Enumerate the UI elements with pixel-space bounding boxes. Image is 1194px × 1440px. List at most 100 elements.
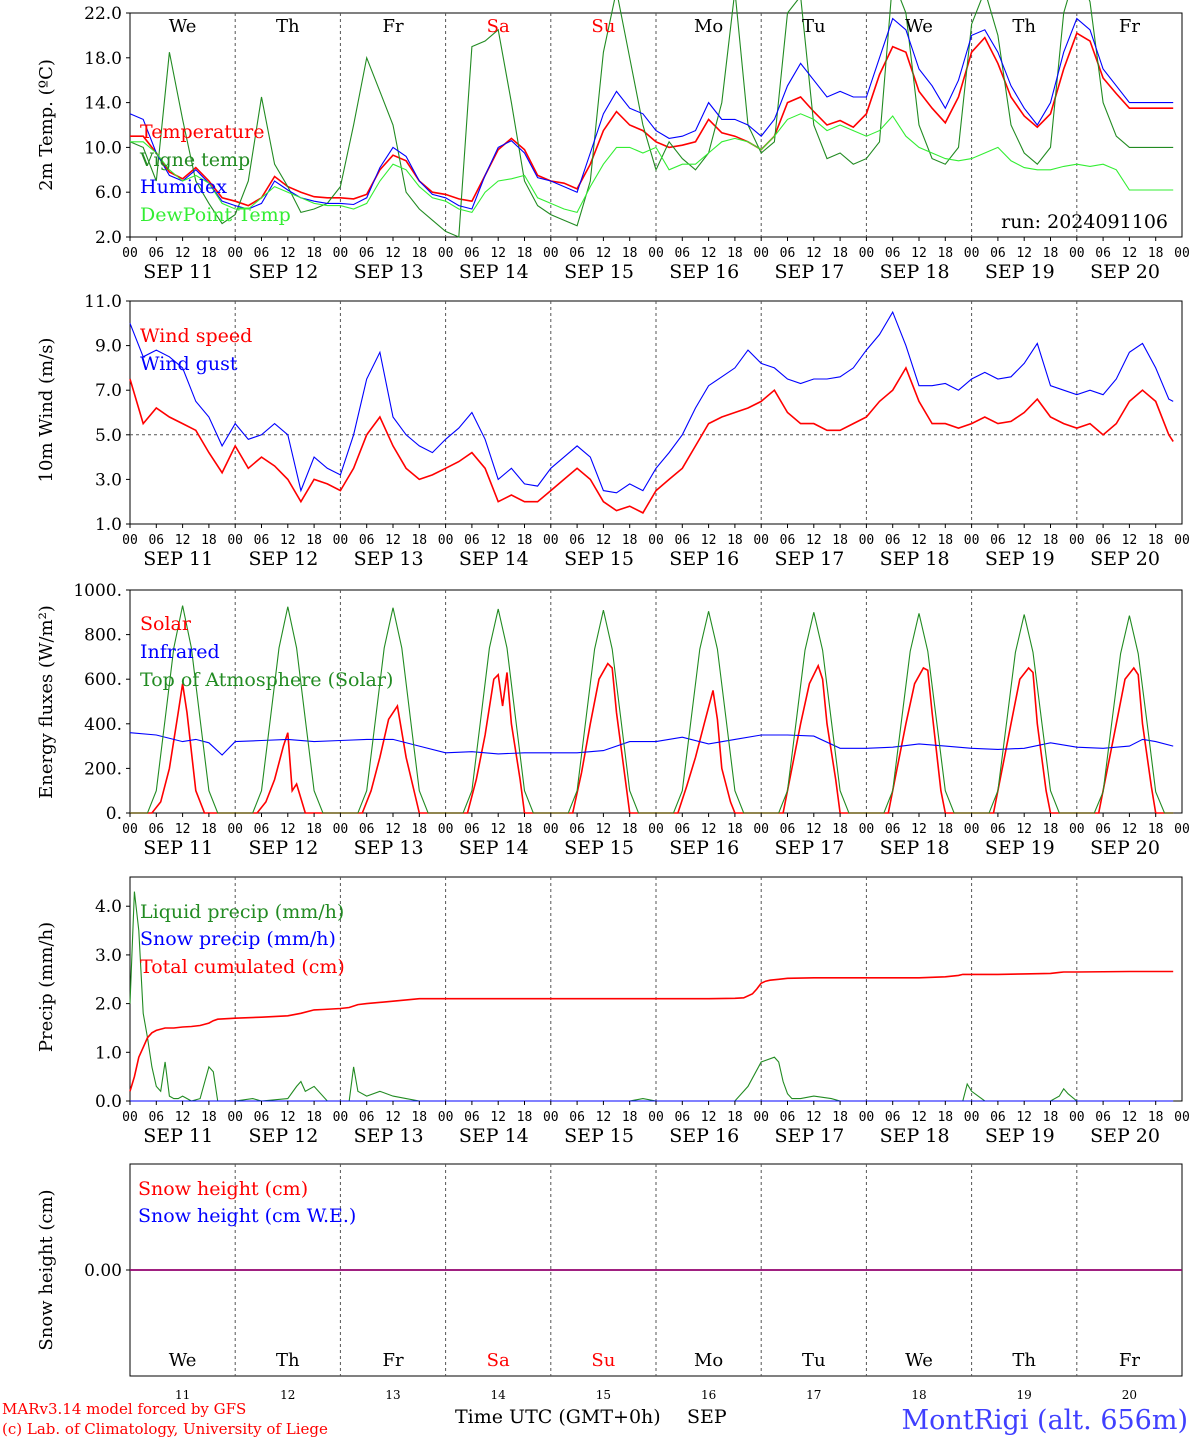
hour-tick-label: 00 [333, 822, 349, 837]
hour-tick-label: 12 [385, 533, 401, 548]
hour-tick-label: 00 [438, 533, 454, 548]
y-tick-label: 800. [84, 626, 122, 646]
y-tick-label: 7.0 [95, 381, 122, 401]
hour-tick-label: 12 [911, 822, 927, 837]
hour-tick-label: 06 [254, 1110, 270, 1125]
hour-tick-label: 00 [1174, 246, 1190, 261]
y-axis-label: Snow height (cm) [36, 1189, 57, 1350]
legend-entry: Total cumulated (cm) [140, 956, 345, 978]
date-label: SEP 14 [459, 548, 529, 570]
hour-tick-label: 06 [148, 533, 164, 548]
hour-tick-label: 06 [464, 533, 480, 548]
hour-tick-label: 18 [622, 533, 638, 548]
hour-tick-label: 06 [885, 822, 901, 837]
date-label: SEP 15 [564, 1125, 634, 1147]
hour-tick-label: 18 [727, 246, 743, 261]
hour-tick-label: 18 [411, 533, 427, 548]
legend-entry: Snow precip (mm/h) [140, 928, 336, 950]
date-label: SEP 18 [880, 261, 950, 283]
y-axis-label: 10m Wind (m/s) [36, 338, 57, 483]
hour-tick-label: 12 [1016, 246, 1032, 261]
credit-line-2: (c) Lab. of Climatology, University of L… [2, 1420, 328, 1438]
legend-entry: Wind gust [140, 353, 238, 375]
hour-tick-label: 18 [727, 822, 743, 837]
date-label: SEP 15 [564, 261, 634, 283]
weekday-label: Sa [487, 16, 510, 37]
date-label: SEP 12 [248, 837, 318, 859]
date-label: SEP 14 [459, 837, 529, 859]
date-label: SEP 19 [985, 837, 1055, 859]
day-number-label: 17 [806, 1388, 821, 1402]
y-tick-label: 1.0 [95, 515, 122, 535]
hour-tick-label: 18 [201, 822, 217, 837]
hour-tick-label: 12 [596, 822, 612, 837]
series-line [129, 0, 1174, 238]
weekday-label: Fr [382, 16, 403, 37]
hour-tick-label: 12 [385, 246, 401, 261]
hour-tick-label: 12 [175, 822, 191, 837]
date-label: SEP 17 [774, 261, 844, 283]
date-label: SEP 18 [880, 1125, 950, 1147]
hour-tick-label: 06 [148, 822, 164, 837]
date-label: SEP 20 [1090, 548, 1160, 570]
y-tick-label: 9.0 [95, 337, 122, 357]
hour-tick-label: 06 [780, 246, 796, 261]
hour-tick-label: 00 [648, 533, 664, 548]
y-tick-label: 10.0 [84, 138, 122, 158]
series-line [130, 113, 1174, 214]
hour-tick-label: 12 [490, 533, 506, 548]
hour-tick-label: 12 [280, 1110, 296, 1125]
y-tick-label: 400. [84, 715, 122, 735]
y-tick-label: 1000. [73, 581, 122, 601]
hour-tick-label: 06 [885, 533, 901, 548]
hour-tick-label: 12 [1122, 822, 1138, 837]
hour-tick-label: 18 [1148, 533, 1164, 548]
hour-tick-label: 06 [1095, 246, 1111, 261]
hour-tick-label: 12 [701, 246, 717, 261]
hour-tick-label: 18 [937, 822, 953, 837]
hour-tick-label: 12 [1122, 246, 1138, 261]
hour-tick-label: 06 [885, 246, 901, 261]
y-tick-label: 0. [106, 804, 122, 824]
hour-tick-label: 18 [517, 1110, 533, 1125]
weekday-label: Su [591, 16, 615, 37]
hour-tick-label: 00 [1174, 1110, 1190, 1125]
hour-tick-label: 18 [1148, 246, 1164, 261]
hour-tick-label: 00 [1069, 533, 1085, 548]
hour-tick-label: 12 [806, 246, 822, 261]
hour-tick-label: 06 [254, 533, 270, 548]
hour-tick-label: 06 [674, 533, 690, 548]
legend-entry: Snow height (cm W.E.) [138, 1205, 356, 1227]
hour-tick-label: 18 [1148, 1110, 1164, 1125]
hour-tick-label: 12 [911, 246, 927, 261]
hour-tick-label: 00 [1069, 246, 1085, 261]
date-label: SEP 20 [1090, 1125, 1160, 1147]
day-number-label: 13 [385, 1388, 400, 1402]
hour-tick-label: 12 [1016, 533, 1032, 548]
hour-tick-label: 06 [990, 1110, 1006, 1125]
hour-tick-label: 18 [937, 246, 953, 261]
weekday-label: Tu [802, 16, 826, 37]
hour-tick-label: 00 [648, 246, 664, 261]
y-tick-label: 3.0 [95, 470, 122, 490]
series-line [130, 32, 1174, 207]
hour-tick-label: 12 [280, 533, 296, 548]
hour-tick-label: 06 [674, 1110, 690, 1125]
hour-tick-label: 18 [1043, 533, 1059, 548]
weekday-label: Mo [694, 1350, 723, 1371]
hour-tick-label: 00 [122, 246, 138, 261]
hour-tick-label: 12 [596, 533, 612, 548]
hour-tick-label: 12 [596, 246, 612, 261]
hour-tick-label: 00 [543, 822, 559, 837]
weekday-label: Th [276, 1350, 300, 1371]
hour-tick-label: 06 [148, 246, 164, 261]
hour-tick-label: 00 [859, 1110, 875, 1125]
hour-tick-label: 00 [964, 822, 980, 837]
hour-tick-label: 06 [885, 1110, 901, 1125]
weekday-label: Fr [382, 1350, 403, 1371]
hour-tick-label: 12 [490, 822, 506, 837]
hour-tick-label: 18 [1043, 246, 1059, 261]
hour-tick-label: 18 [832, 246, 848, 261]
hour-tick-label: 12 [806, 533, 822, 548]
hour-tick-label: 18 [832, 533, 848, 548]
